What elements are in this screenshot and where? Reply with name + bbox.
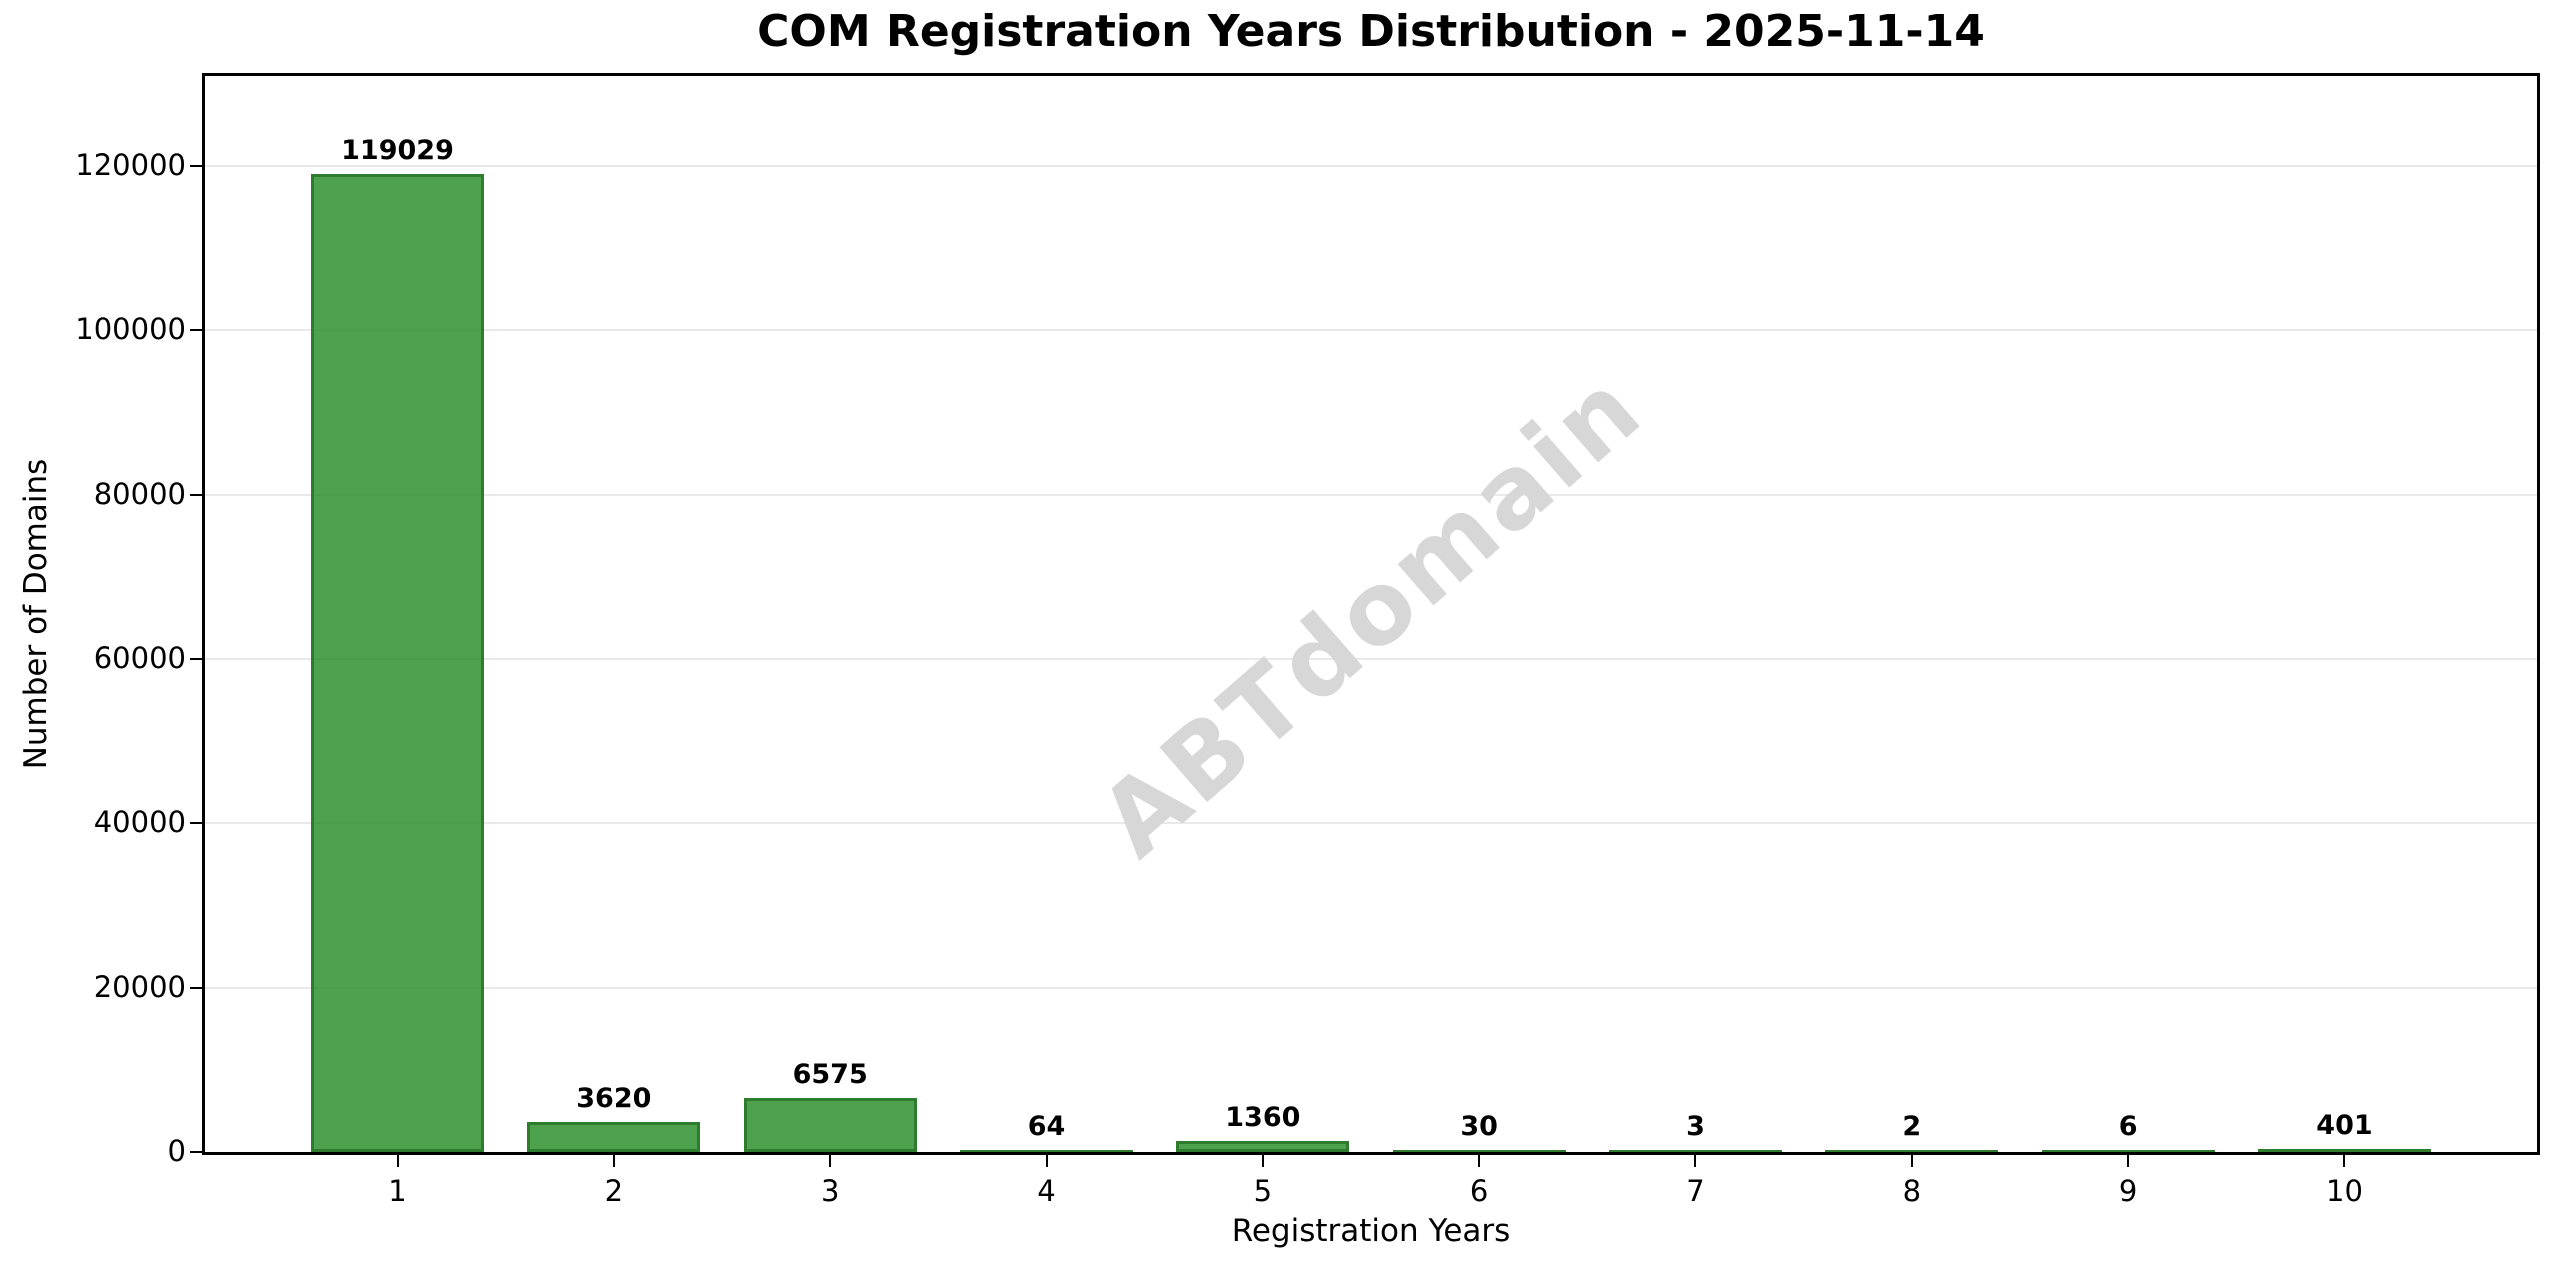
bar-year-1 bbox=[311, 173, 485, 1152]
x-tick-label: 7 bbox=[1686, 1174, 1705, 1208]
x-axis-tick bbox=[829, 1155, 832, 1167]
bar-value-label: 6 bbox=[2118, 1110, 2138, 1142]
y-axis-tick bbox=[190, 1151, 202, 1153]
y-tick-label: 80000 bbox=[93, 476, 186, 511]
chart-title: COM Registration Years Distribution - 20… bbox=[757, 6, 1985, 57]
bar-value-label: 1360 bbox=[1225, 1101, 1301, 1133]
y-axis-tick bbox=[190, 164, 202, 167]
bar-value-label: 3620 bbox=[576, 1083, 652, 1115]
gridline bbox=[205, 164, 2537, 167]
y-tick-label: 20000 bbox=[93, 969, 186, 1004]
bar-value-label: 30 bbox=[1460, 1110, 1498, 1142]
x-tick-label: 2 bbox=[604, 1174, 624, 1208]
x-tick-label: 10 bbox=[2326, 1174, 2363, 1208]
x-axis-tick bbox=[612, 1155, 615, 1167]
bar-year-9 bbox=[2041, 1149, 2215, 1152]
x-axis-tick bbox=[1045, 1155, 1048, 1167]
bar-value-label: 119029 bbox=[341, 134, 454, 166]
bar-year-10 bbox=[2257, 1148, 2431, 1152]
y-tick-label: 60000 bbox=[93, 640, 186, 675]
x-axis-label: Registration Years bbox=[1231, 1213, 1511, 1249]
x-tick-label: 9 bbox=[2118, 1174, 2138, 1208]
y-axis-tick bbox=[190, 822, 202, 825]
x-tick-label: 1 bbox=[388, 1174, 407, 1208]
x-tick-label: 6 bbox=[1469, 1174, 1489, 1208]
bar-value-label: 3 bbox=[1686, 1110, 1705, 1142]
bar-year-2 bbox=[527, 1122, 701, 1152]
gridline bbox=[205, 329, 2537, 332]
x-tick-label: 3 bbox=[820, 1174, 840, 1208]
gridline bbox=[205, 986, 2537, 989]
bar-value-label: 6575 bbox=[792, 1058, 868, 1090]
x-tick-label: 5 bbox=[1253, 1174, 1273, 1208]
bar-year-4 bbox=[959, 1149, 1134, 1152]
x-axis-tick bbox=[2343, 1155, 2346, 1167]
y-axis-tick bbox=[190, 986, 202, 989]
x-axis-tick bbox=[1910, 1155, 1913, 1167]
y-axis-tick bbox=[190, 493, 202, 496]
y-axis-tick bbox=[190, 657, 202, 660]
plot-area: ABTdomain 119029 3620 6575 64 1360 30 3 2 6 401 bbox=[202, 73, 2540, 1155]
watermark-text: ABTdomain bbox=[1077, 348, 1665, 880]
bar-year-7 bbox=[1608, 1149, 1782, 1152]
bar-value-label: 2 bbox=[1902, 1110, 1922, 1142]
bar-year-8 bbox=[1825, 1149, 1999, 1152]
y-tick-label: 100000 bbox=[75, 312, 186, 347]
bar-year-6 bbox=[1392, 1149, 1566, 1152]
gridline bbox=[205, 657, 2537, 660]
gridline bbox=[205, 822, 2537, 825]
x-axis-tick bbox=[1478, 1155, 1481, 1167]
x-axis-tick bbox=[396, 1155, 399, 1167]
y-tick-label: 40000 bbox=[93, 805, 186, 840]
y-axis-tick bbox=[190, 329, 202, 332]
y-tick-label: 120000 bbox=[75, 147, 186, 182]
bar-year-5 bbox=[1176, 1140, 1350, 1152]
bar-value-label: 64 bbox=[1027, 1110, 1066, 1142]
y-tick-label: 0 bbox=[167, 1134, 186, 1168]
bar-year-3 bbox=[743, 1097, 917, 1152]
x-axis-tick bbox=[2127, 1155, 2130, 1167]
x-axis-tick bbox=[1261, 1155, 1264, 1167]
gridline bbox=[205, 493, 2537, 496]
x-tick-label: 4 bbox=[1037, 1174, 1056, 1208]
bar-value-label: 401 bbox=[2316, 1109, 2373, 1141]
x-tick-label: 8 bbox=[1902, 1174, 1922, 1208]
x-axis-tick bbox=[1694, 1155, 1697, 1167]
